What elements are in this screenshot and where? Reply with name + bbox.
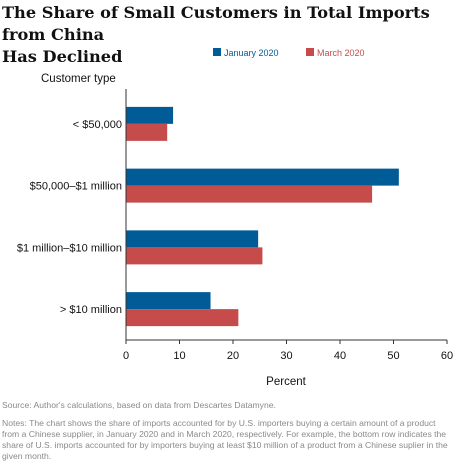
x-axis-label: Percent (266, 376, 306, 388)
chart-title-line-1: The Share of Small Customers in Total Im… (2, 3, 430, 44)
x-tick-label-3: 20 (227, 350, 239, 362)
chart-title-line-2: Has Declined (2, 47, 123, 66)
notes-text: Notes: The chart shows the share of impo… (2, 418, 448, 461)
bar-series1-cat2 (126, 168, 399, 186)
bar-series1-cat4 (126, 292, 211, 310)
bar-series1-cat1 (126, 106, 174, 124)
x-tick-label-4: 30 (280, 350, 292, 362)
category-label-4: > $10 million (60, 304, 122, 316)
x-tick-label-1: 0 (123, 350, 129, 362)
source-note: Source: Author's calculations, based on … (2, 400, 276, 410)
category-label-3: $1 million–$10 million (17, 242, 122, 254)
category-axis-label: Customer type (41, 73, 116, 85)
bar-series1-cat3 (126, 230, 259, 248)
x-tick-label-2: 10 (173, 350, 185, 362)
chart-title: The Share of Small Customers in Total Im… (2, 2, 452, 68)
category-label-2: $50,000–$1 million (30, 181, 122, 193)
bar-series2-cat2 (126, 185, 373, 203)
bar-series2-cat4 (126, 309, 239, 327)
legend-label-2: March 2020 (317, 48, 365, 58)
category-label-1: < $50,000 (73, 119, 122, 131)
bar-series (126, 106, 399, 327)
chart-legend: January 2020 March 2020 (213, 48, 365, 58)
bar-series2-cat3 (126, 247, 263, 265)
legend-swatch-2 (306, 48, 314, 56)
x-axis-ticks: 0 10 20 30 40 50 60 (123, 340, 453, 362)
category-tick-labels: < $50,000 $50,000–$1 million $1 million–$1… (17, 119, 122, 316)
x-tick-label-6: 50 (387, 350, 399, 362)
legend-swatch-1 (213, 48, 221, 56)
bar-series2-cat1 (126, 123, 168, 141)
x-tick-label-7: 60 (441, 350, 453, 362)
x-tick-label-5: 40 (334, 350, 346, 362)
bar-chart: January 2020 March 2020 Customer type < $… (17, 48, 453, 388)
legend-label-1: January 2020 (224, 48, 279, 58)
